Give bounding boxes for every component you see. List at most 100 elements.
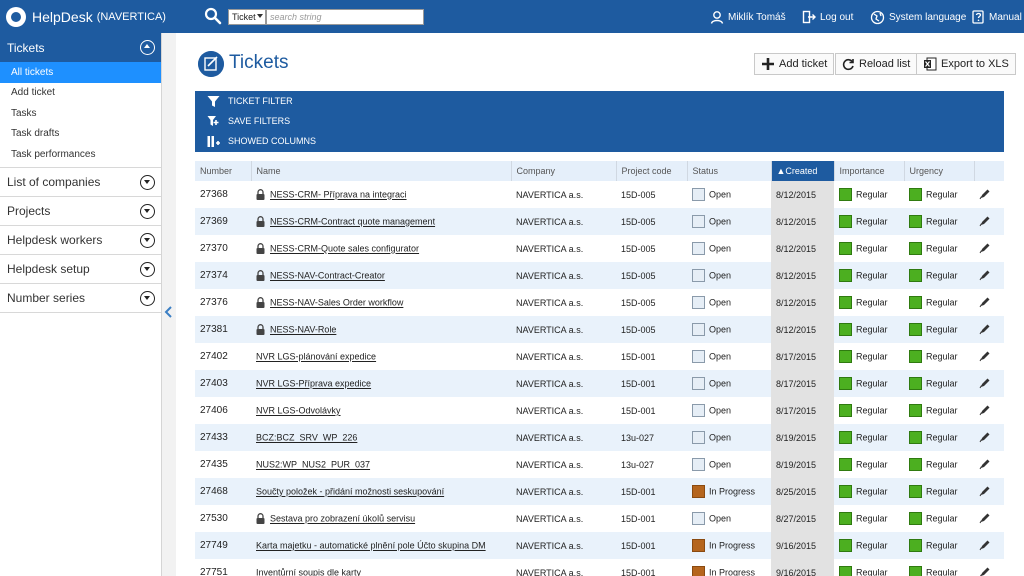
table-row[interactable]: 27749 Karta majetku - automatické plnění …	[195, 532, 1004, 559]
brand[interactable]: HelpDesk (NAVERTICA)	[6, 5, 166, 29]
ticket-name-link[interactable]: NESS-CRM-Quote sales configurator	[270, 243, 420, 254]
collapse-sidebar-icon[interactable]	[164, 306, 174, 318]
ticket-urgency-cell: Regular	[904, 181, 974, 208]
column-header-created[interactable]: ▲Created	[771, 161, 835, 181]
column-header-name[interactable]: Name	[251, 161, 512, 181]
sidebar-item-task-performances[interactable]: Task performances	[11, 148, 96, 160]
ticket-number: 27433	[195, 424, 251, 451]
sidebar-section-helpdesk-setup[interactable]: Helpdesk setup	[0, 255, 161, 284]
edit-icon[interactable]	[979, 377, 991, 389]
reload-list-button[interactable]: Reload list	[835, 53, 918, 75]
column-header-project-code[interactable]: Project code	[616, 161, 688, 181]
ticket-name-link[interactable]: Součty položek - přidání možnosti seskup…	[256, 486, 445, 497]
ticket-created: 8/17/2015	[771, 343, 834, 370]
table-row[interactable]: 27370 NESS-CRM-Quote sales configurator NA…	[195, 235, 1004, 262]
sidebar-section-projects[interactable]: Projects	[0, 197, 161, 226]
edit-icon[interactable]	[979, 269, 991, 281]
edit-icon[interactable]	[979, 350, 991, 362]
ticket-name-link[interactable]: Karta majetku - automatické plnění pole …	[256, 540, 486, 551]
chevron-up-icon[interactable]	[140, 40, 155, 55]
sidebar-section-helpdesk-workers[interactable]: Helpdesk workers	[0, 226, 161, 255]
table-row[interactable]: 27402 NVR LGS-plánování expedice NAVERTICA…	[195, 343, 1004, 370]
ticket-name-link[interactable]: NUS2:WP_NUS2_PUR_037	[256, 459, 371, 470]
edit-icon[interactable]	[979, 296, 991, 308]
ticket-name-link[interactable]: NESS-CRM- Příprava na integraci	[270, 189, 407, 200]
table-row[interactable]: 27403 NVR LGS-Příprava expedice NAVERTICA …	[195, 370, 1004, 397]
table-row[interactable]: 27433 BCZ:BCZ_SRV_WP_226 NAVERTICA a.s. 13u…	[195, 424, 1004, 451]
table-row[interactable]: 27435 NUS2:WP_NUS2_PUR_037 NAVERTICA a.s. 1…	[195, 451, 1004, 478]
sidebar-section-companies[interactable]: List of companies	[0, 168, 161, 197]
chevron-down-icon[interactable]	[140, 174, 155, 190]
column-header-importance[interactable]: Importance	[834, 161, 905, 181]
ticket-importance-cell: Regular	[834, 451, 904, 478]
table-row[interactable]: 27381 NESS-NAV-Role NAVERTICA a.s. 15D-005 O…	[195, 316, 1004, 343]
ticket-name-link[interactable]: NESS-CRM-Contract quote management	[270, 216, 436, 227]
table-row[interactable]: 27468 Součty položek - přidání možnosti s…	[195, 478, 1004, 505]
ticket-name-link[interactable]: NVR LGS-Odvolávky	[256, 405, 341, 416]
ticket-actions-cell	[974, 478, 1004, 505]
ticket-name-link[interactable]: BCZ:BCZ_SRV_WP_226	[256, 432, 358, 443]
ticket-status: In Progress	[709, 567, 756, 576]
edit-icon[interactable]	[979, 566, 991, 576]
ticket-status-cell: Open	[687, 505, 771, 532]
sidebar-item-task-drafts[interactable]: Task drafts	[11, 128, 60, 140]
ticket-filter-toggle[interactable]: TICKET FILTER	[195, 91, 1004, 111]
edit-icon[interactable]	[979, 323, 991, 335]
user-menu[interactable]: Miklík Tomáš	[710, 8, 786, 26]
logout-link[interactable]: Log out	[802, 8, 853, 26]
column-header-urgency[interactable]: Urgency	[904, 161, 975, 181]
chevron-down-icon[interactable]	[140, 232, 155, 248]
add-ticket-button[interactable]: Add ticket	[754, 53, 835, 75]
ticket-actions-cell	[974, 397, 1004, 424]
column-header-number[interactable]: Number	[195, 161, 252, 181]
edit-icon[interactable]	[979, 485, 991, 497]
sidebar-item-add-ticket[interactable]: Add ticket	[11, 87, 55, 99]
export-xls-button[interactable]: Export to XLS	[916, 53, 1016, 75]
sidebar-section-number-series[interactable]: Number series	[0, 284, 161, 313]
edit-icon[interactable]	[979, 512, 991, 524]
column-header-company[interactable]: Company	[511, 161, 617, 181]
ticket-project-code: 15D-005	[616, 208, 687, 235]
ticket-name-link[interactable]: NVR LGS-Příprava expedice	[256, 378, 372, 389]
save-filters-toggle[interactable]: SAVE FILTERS	[195, 111, 1004, 131]
sidebar-section-tickets[interactable]: Tickets	[0, 33, 161, 62]
ticket-number: 27751	[195, 559, 251, 576]
ticket-name-link[interactable]: Sestava pro zobrazení úkolů servisu	[270, 513, 416, 524]
table-row[interactable]: 27376 NESS-NAV-Sales Order workflow NAVERT…	[195, 289, 1004, 316]
ticket-name-link[interactable]: NVR LGS-plánování expedice	[256, 351, 377, 362]
table-row[interactable]: 27406 NVR LGS-Odvolávky NAVERTICA a.s. 15D-…	[195, 397, 1004, 424]
sidebar-item-all-tickets[interactable]: All tickets	[0, 62, 161, 83]
edit-icon[interactable]	[979, 242, 991, 254]
edit-icon[interactable]	[979, 404, 991, 416]
chevron-down-icon[interactable]	[140, 261, 155, 277]
table-row[interactable]: 27368 NESS-CRM- Příprava na integraci NAVE…	[195, 181, 1004, 208]
edit-icon[interactable]	[979, 215, 991, 227]
edit-icon[interactable]	[979, 431, 991, 443]
ticket-name-link[interactable]: Inventůrní soupis dle karty	[256, 567, 362, 576]
edit-icon[interactable]	[979, 188, 991, 200]
sidebar-item-tasks[interactable]: Tasks	[11, 107, 37, 119]
ticket-actions-cell	[974, 451, 1004, 478]
manual-link[interactable]: Manual	[972, 8, 1022, 26]
urgency-swatch	[909, 215, 922, 228]
edit-icon[interactable]	[979, 458, 991, 470]
ticket-name-link[interactable]: NESS-NAV-Role	[270, 324, 337, 335]
search-type-select[interactable]: Ticket	[228, 9, 266, 25]
edit-icon[interactable]	[979, 539, 991, 551]
system-language-link[interactable]: System language	[870, 8, 966, 26]
table-row[interactable]: 27530 Sestava pro zobrazení úkolů servisu…	[195, 505, 1004, 532]
table-row[interactable]: 27374 NESS-NAV-Contract-Creator NAVERTICA …	[195, 262, 1004, 289]
showed-columns-toggle[interactable]: SHOWED COLUMNS	[195, 131, 1004, 151]
table-row[interactable]: 27751 Inventůrní soupis dle karty NAVERTIC…	[195, 559, 1004, 576]
sidebar-splitter[interactable]	[162, 33, 176, 576]
column-header-status[interactable]: Status	[687, 161, 772, 181]
ticket-name-link[interactable]: NESS-NAV-Sales Order workflow	[270, 297, 404, 308]
table-row[interactable]: 27369 NESS-CRM-Contract quote management N…	[195, 208, 1004, 235]
ticket-name-link[interactable]: NESS-NAV-Contract-Creator	[270, 270, 385, 281]
ticket-importance-cell: Regular	[834, 424, 904, 451]
chevron-down-icon[interactable]	[140, 290, 155, 306]
ticket-project-code: 13u-027	[616, 451, 687, 478]
chevron-down-icon[interactable]	[140, 203, 155, 219]
search-icon[interactable]	[204, 7, 222, 25]
search-input[interactable]	[266, 9, 424, 25]
